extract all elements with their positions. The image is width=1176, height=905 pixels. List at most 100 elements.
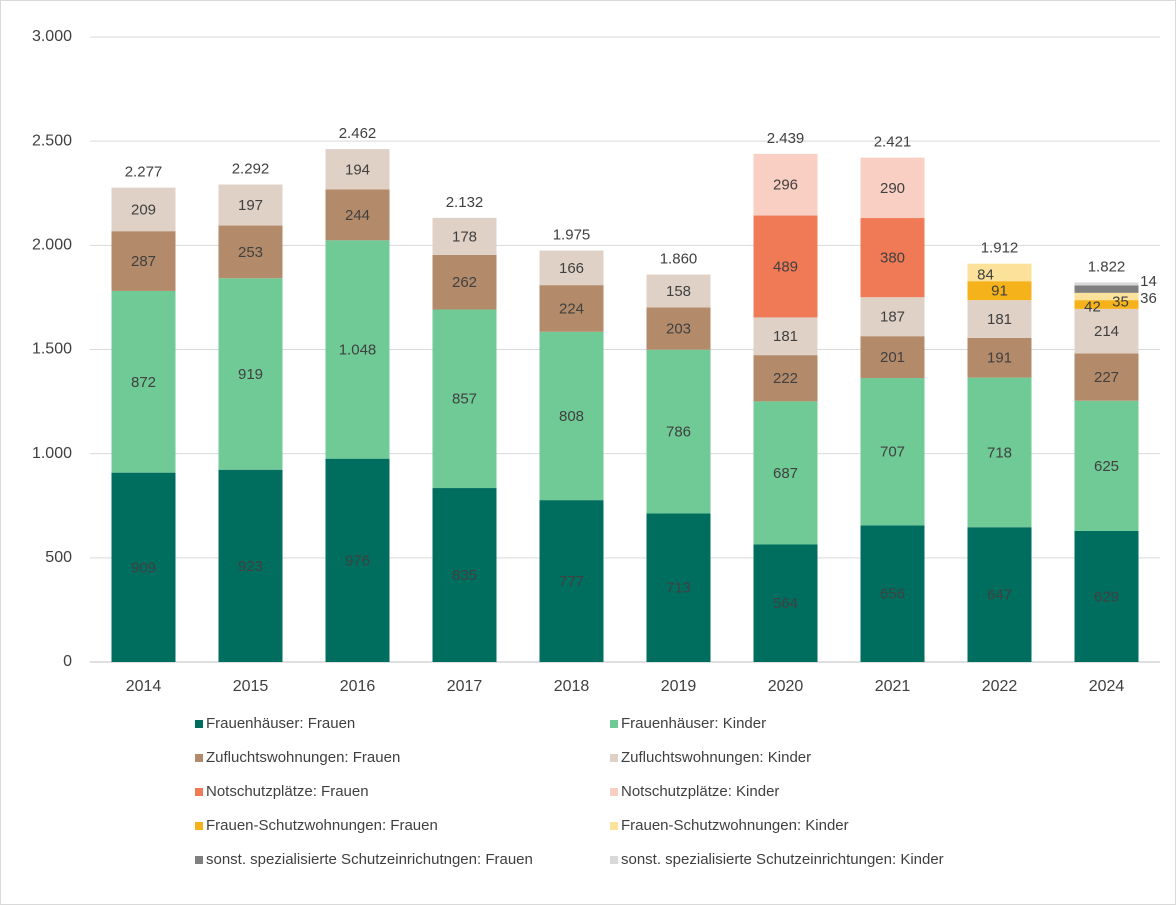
legend-label: Frauen-Schutzwohnungen: Frauen — [206, 817, 438, 834]
bar-segment — [1074, 300, 1139, 309]
data-label: 253 — [238, 244, 263, 261]
data-label: 158 — [666, 283, 691, 300]
y-tick-label: 1.000 — [32, 445, 72, 462]
legend-label: sonst. spezialisierte Schutzeinrichtunge… — [621, 851, 944, 868]
bar-segment — [432, 309, 497, 489]
legend-swatch — [195, 754, 203, 762]
bar-segment — [218, 278, 283, 470]
data-label: 197 — [238, 197, 263, 214]
data-label: 222 — [773, 370, 798, 387]
x-tick-label: 2018 — [554, 678, 590, 695]
data-label: 380 — [880, 250, 905, 267]
data-label: 1.048 — [339, 341, 377, 358]
data-label: 296 — [773, 177, 798, 194]
data-label: 214 — [1094, 323, 1119, 340]
y-tick-label: 3.000 — [32, 28, 72, 45]
y-tick-label: 2.500 — [32, 132, 72, 149]
legend-label: Notschutzplätze: Kinder — [621, 783, 779, 800]
bar-segment — [860, 525, 925, 662]
legend-label: Notschutzplätze: Frauen — [206, 783, 369, 800]
data-label: 287 — [131, 253, 156, 270]
bar-segment — [432, 488, 497, 662]
x-tick-label: 2020 — [768, 678, 804, 695]
data-label: 42 — [1084, 298, 1101, 315]
bar-segment — [967, 337, 1032, 378]
legend-swatch — [195, 788, 203, 796]
data-label: 36 — [1140, 290, 1157, 307]
data-label: 181 — [773, 328, 798, 345]
bar-segment — [1074, 530, 1139, 662]
legend-swatch — [195, 856, 203, 864]
data-label: 187 — [880, 309, 905, 326]
bar-segment — [325, 149, 390, 190]
bar-segment — [1074, 400, 1139, 531]
data-label: 909 — [131, 559, 156, 576]
data-label: 687 — [773, 465, 798, 482]
data-label: 227 — [1094, 369, 1119, 386]
bar-segment — [432, 217, 497, 255]
legend-label: Zufluchtswohnungen: Frauen — [206, 749, 400, 766]
bar-segment — [539, 250, 604, 286]
bar-segment — [646, 274, 711, 308]
data-label: 166 — [559, 260, 584, 277]
total-label: 2.439 — [767, 130, 805, 147]
bar-segment — [218, 225, 283, 279]
total-label: 2.132 — [446, 194, 484, 211]
bar-segment — [753, 317, 818, 356]
legend-swatch — [610, 822, 618, 830]
bar-segment — [646, 349, 711, 514]
bar-segment — [860, 157, 925, 219]
total-label: 2.277 — [125, 164, 163, 181]
bar-segment — [860, 297, 925, 337]
legend-label: sonst. spezialisierte Schutzeinrichutnge… — [206, 851, 533, 868]
data-label: 489 — [773, 258, 798, 275]
bar-segment — [1074, 308, 1139, 354]
bar-segment — [539, 500, 604, 662]
bar-segment — [218, 469, 283, 662]
data-label: 564 — [773, 595, 798, 612]
bar-segment — [325, 189, 390, 241]
data-label: 857 — [452, 391, 477, 408]
data-label: 919 — [238, 366, 263, 383]
data-label: 244 — [345, 207, 370, 224]
data-label: 203 — [666, 321, 691, 338]
data-label: 777 — [559, 573, 584, 590]
legend-label: Frauenhäuser: Frauen — [206, 715, 355, 732]
x-tick-label: 2016 — [340, 678, 376, 695]
bar-segment — [1074, 353, 1139, 401]
data-label: 35 — [1112, 293, 1129, 310]
data-label: 713 — [666, 580, 691, 597]
data-label: 194 — [345, 161, 370, 178]
legend-swatch — [195, 720, 203, 728]
x-tick-label: 2024 — [1089, 678, 1125, 695]
bar-segment — [1074, 285, 1139, 293]
bar-segment — [753, 215, 818, 318]
data-label: 14 — [1140, 273, 1157, 290]
y-tick-label: 1.500 — [32, 341, 72, 358]
bar-segment — [325, 458, 390, 662]
total-label: 1.822 — [1088, 258, 1126, 275]
data-label: 224 — [559, 300, 584, 317]
bar-segment — [967, 377, 1032, 528]
data-label: 178 — [452, 228, 477, 245]
bar-segment — [111, 187, 176, 232]
legend-swatch — [195, 822, 203, 830]
bar-segment — [753, 401, 818, 545]
data-label: 872 — [131, 374, 156, 391]
legend-label: Zufluchtswohnungen: Kinder — [621, 749, 811, 766]
data-label: 718 — [987, 444, 1012, 461]
bar-segment — [753, 544, 818, 662]
data-label: 262 — [452, 274, 477, 291]
data-label: 191 — [987, 350, 1012, 367]
legend-label: Frauen-Schutzwohnungen: Kinder — [621, 817, 849, 834]
data-label: 656 — [880, 586, 905, 603]
total-label: 2.421 — [874, 134, 912, 151]
legend-swatch — [610, 856, 618, 864]
bar-segment — [111, 231, 176, 291]
data-label: 923 — [238, 558, 263, 575]
bar-segment — [1074, 282, 1139, 286]
bar-segment — [325, 240, 390, 459]
legend-swatch — [610, 720, 618, 728]
bar-segment — [111, 290, 176, 473]
